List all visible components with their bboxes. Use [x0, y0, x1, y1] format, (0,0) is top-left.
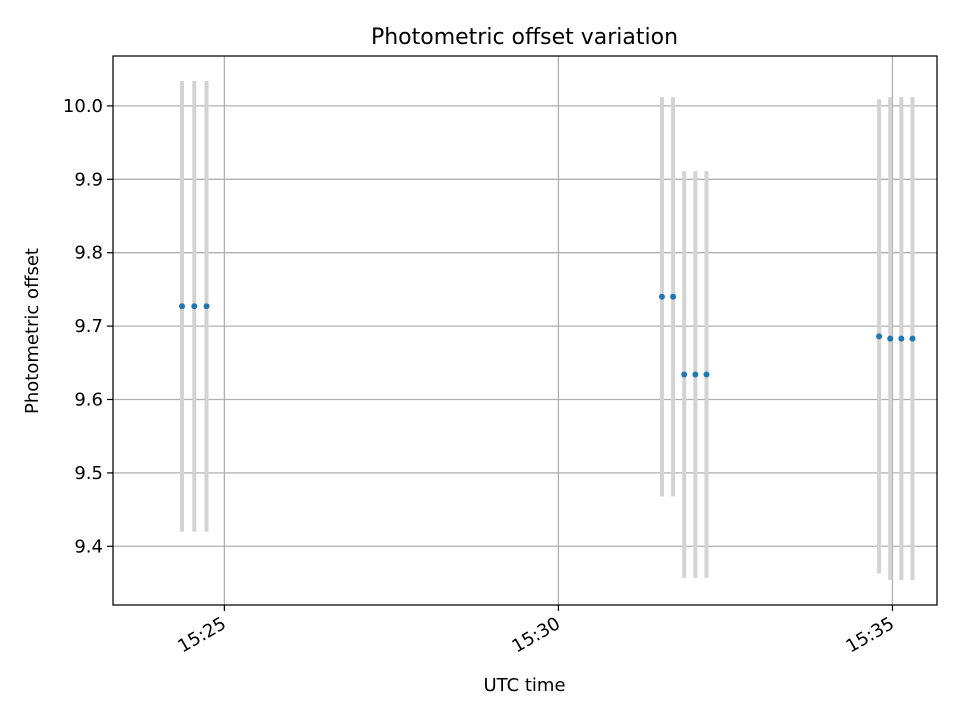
data-point — [692, 371, 699, 378]
x-tick-label: 15:25 — [174, 613, 229, 657]
data-point — [909, 335, 916, 342]
y-tick-label: 9.7 — [74, 316, 103, 337]
y-tick-label: 9.9 — [74, 169, 103, 190]
y-tick-label: 9.5 — [74, 463, 103, 484]
y-tick-label: 9.4 — [74, 536, 103, 557]
data-point — [191, 303, 198, 310]
data-point — [681, 371, 688, 378]
data-point — [658, 293, 665, 300]
x-axis-label: UTC time — [483, 675, 565, 696]
y-tick-label: 9.8 — [74, 243, 103, 264]
data-point — [203, 303, 210, 310]
y-axis-ticks: 9.4 9.5 9.6 9.7 9.8 9.9 10.0 — [63, 96, 113, 557]
data-point — [898, 335, 905, 342]
y-tick-label: 9.6 — [74, 389, 103, 410]
data-point — [703, 371, 710, 378]
y-tick-label: 10.0 — [63, 96, 103, 117]
grid — [113, 56, 937, 605]
chart-title: Photometric offset variation — [371, 25, 678, 50]
error-bars — [180, 80, 915, 581]
data-point — [887, 335, 894, 342]
data-point — [670, 293, 677, 300]
y-axis-label: Photometric offset — [22, 248, 43, 414]
data-point — [179, 303, 186, 310]
x-tick-label: 15:35 — [843, 613, 898, 657]
data-point — [876, 333, 883, 340]
plot-frame — [112, 55, 938, 606]
data-points — [179, 293, 916, 378]
x-tick-label: 15:30 — [508, 613, 563, 657]
x-axis-ticks: 15:25 15:30 15:35 — [174, 605, 898, 657]
